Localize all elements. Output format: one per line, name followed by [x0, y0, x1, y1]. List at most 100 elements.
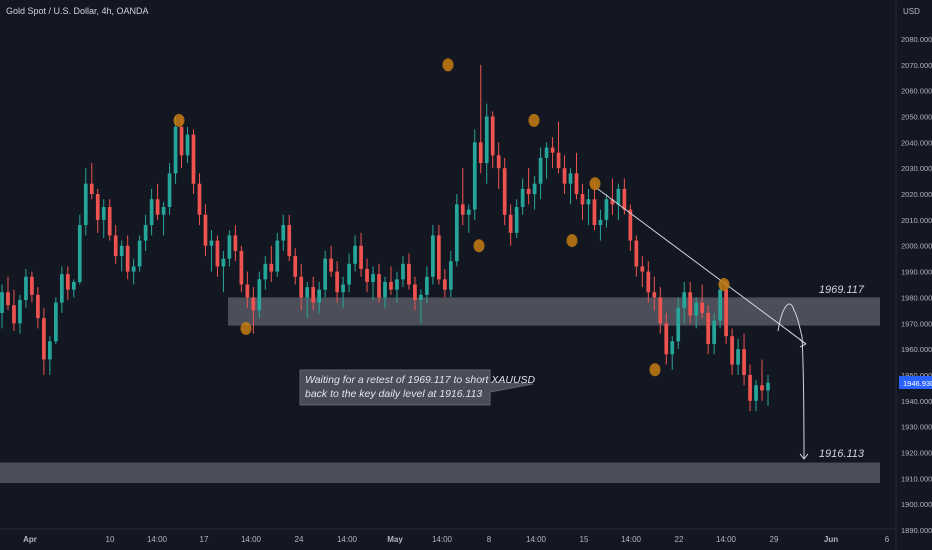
candle-body	[407, 263, 411, 285]
candle-body	[311, 287, 316, 303]
candle	[425, 266, 429, 303]
candle	[442, 268, 447, 298]
swing-marker[interactable]	[649, 363, 661, 377]
candle-body	[12, 305, 16, 324]
candle-body	[341, 284, 345, 293]
candle	[478, 64, 483, 174]
candle-body	[610, 199, 615, 205]
candle	[167, 163, 172, 215]
candle-body	[269, 263, 274, 272]
candle	[347, 253, 351, 293]
candle	[353, 235, 357, 272]
candle-body	[502, 168, 507, 215]
candle	[646, 261, 651, 303]
candle-body	[484, 116, 489, 164]
candle	[676, 297, 681, 350]
candle	[191, 129, 196, 195]
candle	[538, 147, 543, 200]
candle	[395, 271, 399, 303]
candle	[526, 168, 531, 205]
candle	[580, 183, 585, 220]
candle-body	[48, 341, 52, 360]
candle-body	[191, 134, 196, 184]
time-tick-label: 14:00	[716, 535, 737, 544]
candle	[496, 142, 501, 189]
time-tick-label: 14:00	[241, 535, 262, 544]
candle	[383, 276, 387, 308]
candle-body	[706, 312, 711, 344]
candle	[658, 287, 663, 334]
price-tick-label: 1910.000	[901, 474, 932, 483]
swing-marker[interactable]	[473, 239, 485, 253]
candle	[586, 188, 591, 226]
candle-body	[562, 168, 567, 184]
callout-line-1: Waiting for a retest of 1969.117 to shor…	[305, 374, 536, 386]
candle-body	[472, 142, 477, 210]
candle	[233, 225, 238, 262]
candle	[137, 235, 142, 272]
trendline[interactable]	[595, 187, 807, 345]
time-tick-label: May	[387, 535, 403, 544]
candle-body	[508, 214, 513, 233]
candle	[0, 284, 4, 329]
candle-body	[742, 349, 746, 375]
candle	[185, 126, 190, 164]
candle	[275, 232, 280, 277]
price-tick-label: 2070.000	[901, 61, 932, 70]
candle	[562, 155, 567, 195]
candle-body	[347, 263, 351, 285]
price-axis[interactable]: 2080.000 2070.000 2060.000 2050.000 2040.000…	[901, 35, 932, 535]
trendline-arrowhead	[799, 339, 807, 348]
candle-body	[490, 116, 495, 156]
candle-body	[293, 256, 298, 277]
swing-marker[interactable]	[718, 278, 730, 291]
candle	[59, 266, 64, 313]
projected-path[interactable]	[777, 303, 805, 459]
candle	[113, 225, 118, 264]
candle	[413, 276, 417, 311]
candle	[419, 289, 423, 324]
zone-upper[interactable]	[228, 297, 880, 326]
candle-body	[580, 194, 585, 205]
candle-body	[209, 240, 214, 246]
zone-lower[interactable]	[0, 462, 880, 483]
candle-body	[454, 204, 459, 262]
candle	[742, 333, 746, 386]
callout[interactable]: Waiting for a retest of 1969.117 to shor…	[299, 369, 536, 406]
swing-marker[interactable]	[589, 177, 601, 191]
swing-marker[interactable]	[528, 113, 540, 127]
candle-body	[389, 281, 393, 290]
candle-body	[239, 250, 244, 285]
candle	[754, 380, 758, 412]
candle	[335, 261, 339, 303]
price-tick-label: 1960.000	[901, 345, 932, 354]
candle	[712, 312, 716, 355]
candle	[748, 364, 752, 412]
candle-body	[425, 276, 429, 295]
candle	[42, 307, 46, 375]
swing-marker[interactable]	[173, 113, 185, 127]
time-axis[interactable]: Apr 10 14:00 17 14:00 24 14:00 May 14:00 8 14:00 15…	[23, 535, 890, 544]
swing-marker[interactable]	[566, 234, 578, 248]
candle-body	[598, 219, 603, 226]
candle	[670, 336, 675, 370]
candle-body	[401, 263, 405, 280]
candle-body	[604, 199, 609, 220]
candle	[173, 116, 178, 184]
candle-body	[155, 199, 160, 215]
swing-marker[interactable]	[240, 321, 252, 335]
candle-body	[24, 276, 28, 301]
swing-marker[interactable]	[442, 58, 454, 72]
candle-body	[448, 261, 453, 290]
candle-body	[377, 274, 381, 298]
candle	[227, 230, 232, 267]
candle-body	[670, 341, 675, 355]
candle	[143, 214, 148, 251]
candle	[149, 188, 154, 236]
candle	[287, 214, 292, 262]
candle	[317, 281, 322, 313]
candle-body	[161, 206, 166, 215]
candle	[431, 225, 435, 285]
time-tick-label: 17	[200, 535, 209, 544]
